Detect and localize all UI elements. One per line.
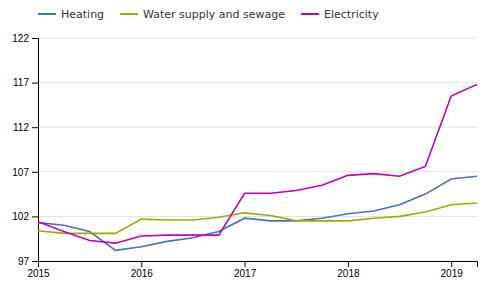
grid-line <box>38 38 477 39</box>
y-tick-label: 107 <box>12 167 29 178</box>
y-tick: 122 <box>12 33 38 44</box>
y-tick: 97 <box>18 256 38 267</box>
y-tick-label: 102 <box>12 211 29 222</box>
x-tick-label: 2016 <box>131 268 154 279</box>
y-tick-label: 112 <box>13 122 29 133</box>
y-axis-line <box>32 39 39 262</box>
y-tick-mark <box>32 172 38 173</box>
grid-line <box>38 127 477 128</box>
legend-item: Heating <box>38 8 104 21</box>
legend-label: Heating <box>61 8 104 21</box>
grid <box>38 38 477 261</box>
legend-label: Water supply and sewage <box>143 8 285 21</box>
x-tick-label: 2015 <box>27 268 50 279</box>
series-line <box>38 203 477 233</box>
y-tick-mark <box>32 261 38 262</box>
y-tick: 102 <box>12 211 38 222</box>
y-tick-mark <box>32 38 38 39</box>
plot-area: 97 102 107 112 117 122 2015 2016 2017 2018 2019 <box>12 33 477 279</box>
grid-line <box>38 82 477 83</box>
x-tick: 2016 <box>131 261 154 279</box>
y-tick-label: 97 <box>18 256 30 267</box>
series-line <box>38 84 477 243</box>
y-tick-mark <box>32 216 38 217</box>
y-tick-mark <box>32 127 38 128</box>
x-tick-mark <box>245 261 246 267</box>
x-axis-line <box>39 262 478 268</box>
chart: 97 102 107 112 117 122 2015 2016 2017 2018 2019 Hea… <box>0 0 493 287</box>
legend-item: Electricity <box>301 8 379 21</box>
x-tick: 2017 <box>234 261 257 279</box>
legend-swatch <box>38 13 56 15</box>
y-tick: 107 <box>12 167 38 178</box>
x-tick: 2015 <box>27 261 50 279</box>
legend-swatch <box>301 13 319 15</box>
x-tick-mark <box>141 261 142 267</box>
x-axis: 2015 2016 2017 2018 2019 <box>27 261 477 279</box>
x-tick-mark <box>451 261 452 267</box>
series-line <box>38 176 477 250</box>
lines <box>38 84 477 250</box>
y-tick-label: 122 <box>12 33 29 44</box>
grid-line <box>38 216 477 217</box>
legend-swatch <box>120 13 138 15</box>
y-tick-label: 117 <box>13 77 29 88</box>
y-tick: 117 <box>13 77 38 88</box>
legend: Heating Water supply and sewage Electricit… <box>38 8 379 21</box>
x-tick-label: 2017 <box>234 268 257 279</box>
x-tick-label: 2019 <box>441 268 464 279</box>
legend-label: Electricity <box>324 8 379 21</box>
y-tick: 112 <box>13 122 38 133</box>
y-tick-mark <box>32 83 38 84</box>
x-tick: 2019 <box>441 261 464 279</box>
x-tick-mark <box>38 261 39 267</box>
x-tick-label: 2018 <box>337 268 360 279</box>
legend-item: Water supply and sewage <box>120 8 285 21</box>
y-axis: 97 102 107 112 117 122 <box>12 33 38 267</box>
x-tick-mark <box>348 261 349 267</box>
x-tick: 2018 <box>337 261 360 279</box>
